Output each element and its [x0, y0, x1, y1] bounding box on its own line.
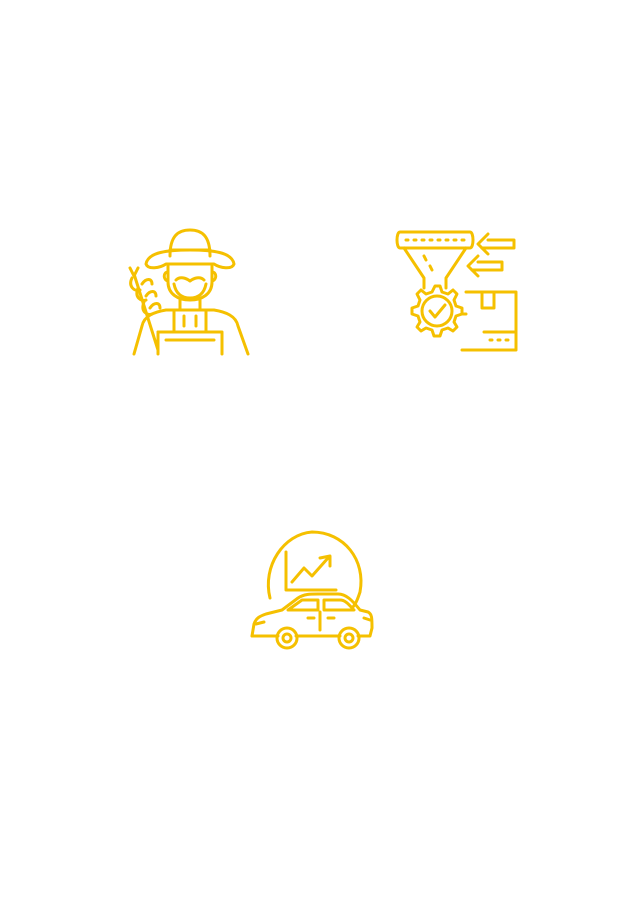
car-sales-growth-icon	[248, 528, 376, 656]
farmer-with-wheat-icon	[124, 226, 252, 356]
farmer-icon-graphic	[128, 228, 250, 356]
funnel-gear-quality-check-icon	[390, 226, 520, 356]
quality-icon-graphic	[395, 230, 518, 352]
car-icon-graphic	[250, 530, 374, 650]
